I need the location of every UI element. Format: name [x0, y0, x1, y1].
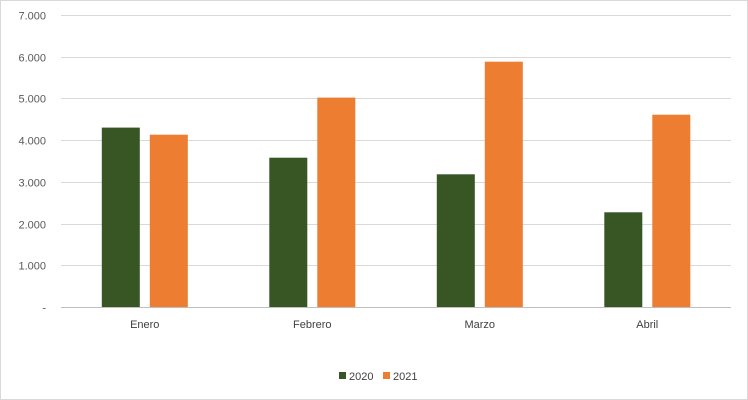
- y-tick-label: 4.000: [18, 136, 46, 148]
- y-tick-label: 1.000: [18, 261, 46, 273]
- bar-2020-abril: [604, 212, 643, 307]
- legend-label-2021: 2021: [393, 371, 417, 383]
- y-tick-label: 7.000: [18, 11, 46, 23]
- legend-label-2020: 2020: [349, 371, 373, 383]
- legend: 2020 2021: [339, 371, 417, 383]
- y-tick-label: -: [42, 303, 46, 315]
- y-tick-label: 3.000: [18, 178, 46, 190]
- bar-2021-marzo: [484, 61, 523, 308]
- x-tick-label: Febrero: [293, 319, 332, 331]
- bar-2020-enero: [101, 127, 140, 307]
- bar-2021-febrero: [317, 97, 356, 307]
- bars: [101, 61, 691, 308]
- legend-swatch-2021: [383, 372, 390, 379]
- bar-2021-enero: [149, 134, 188, 307]
- legend-swatch-2020: [339, 372, 346, 379]
- bar-2020-febrero: [269, 157, 308, 307]
- y-axis-ticks: - 1.000 2.000 3.000 4.000 5.000 6.000 7.000: [18, 11, 46, 315]
- bar-2020-marzo: [436, 174, 475, 307]
- x-tick-label: Abril: [636, 319, 658, 331]
- y-tick-label: 5.000: [18, 94, 46, 106]
- x-tick-label: Marzo: [464, 319, 495, 331]
- y-tick-label: 6.000: [18, 53, 46, 65]
- x-axis-labels: Enero Febrero Marzo Abril: [130, 319, 658, 331]
- bar-2021-abril: [652, 114, 691, 307]
- x-tick-label: Enero: [130, 319, 159, 331]
- y-tick-label: 2.000: [18, 220, 46, 232]
